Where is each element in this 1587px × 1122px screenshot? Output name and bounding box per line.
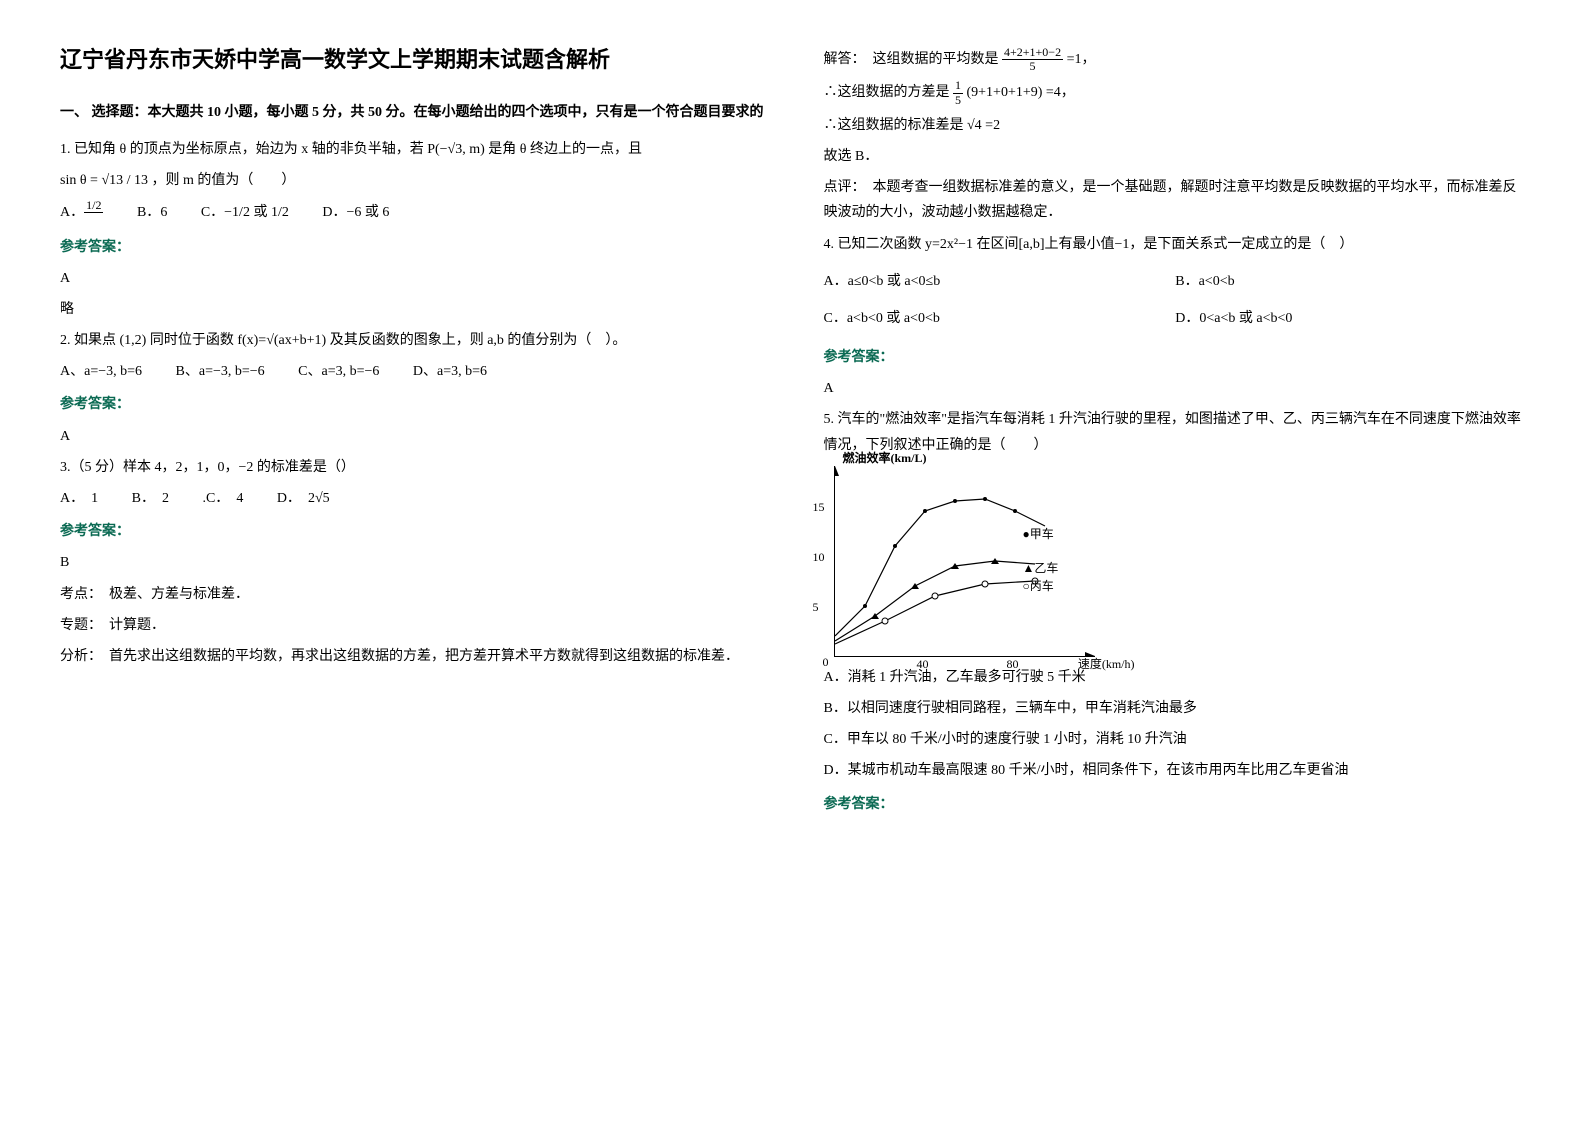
- q2-answer: A: [60, 424, 764, 449]
- q5-opt-a: A．消耗 1 升汽油，乙车最多可行驶 5 千米: [824, 665, 1528, 690]
- q3-jieda-line4: 故选 B．: [824, 144, 1528, 169]
- q1-answer: A: [60, 266, 764, 291]
- fuel-efficiency-chart: 燃油效率(km/L) 速度(km/h) 0 15 10 5 40 80 ●甲车 …: [834, 466, 1095, 657]
- chart-x-title: 速度(km/h): [1078, 654, 1135, 676]
- q3-stem: 3.（5 分）样本 4，2，1，0，−2 的标准差是（）: [60, 455, 764, 480]
- q2-opt-a: A、a=−3, b=6: [60, 359, 142, 384]
- chart-origin: 0: [823, 652, 829, 674]
- ytick-15: 15: [813, 497, 825, 519]
- q3-kaodian: 考点： 极差、方差与标准差．: [60, 582, 764, 607]
- q2-opt-b: B、a=−3, b=−6: [176, 359, 265, 384]
- q2-options: A、a=−3, b=6 B、a=−3, b=−6 C、a=3, b=−6 D、a…: [60, 359, 764, 384]
- ytick-5: 5: [813, 597, 819, 619]
- q3-options: A． 1 B． 2 .C． 4 D． 2√5: [60, 486, 764, 511]
- q3-opt-c: .C． 4: [202, 486, 243, 511]
- q4-answer: A: [824, 376, 1528, 401]
- q3-jieda-line3: ∴这组数据的标准差是 √4 =2: [824, 113, 1528, 138]
- q1-note: 略: [60, 297, 764, 322]
- ytick-10: 10: [813, 547, 825, 569]
- right-column: 解答： 这组数据的平均数是 4+2+1+0−25 =1， ∴这组数据的方差是 1…: [824, 40, 1528, 821]
- q1-opt-a: A．1/2: [60, 199, 103, 226]
- series-jia: [835, 499, 1045, 636]
- xtick-40: 40: [917, 654, 929, 676]
- q3-answer-label: 参考答案：: [60, 519, 764, 544]
- legend-bing: ○丙车: [1023, 576, 1054, 598]
- q5-opt-d: D．某城市机动车最高限速 80 千米/小时，相同条件下，在该市用丙车比用乙车更省…: [824, 758, 1528, 783]
- q4-opt-a: A．a≤0<b 或 a<0≤b: [824, 269, 1176, 294]
- q2-answer-label: 参考答案：: [60, 392, 764, 417]
- q5-opt-c: C．甲车以 80 千米/小时的速度行驶 1 小时，消耗 10 升汽油: [824, 727, 1528, 752]
- page-title: 辽宁省丹东市天娇中学高一数学文上学期期末试题含解析: [60, 40, 764, 80]
- q4-options: A．a≤0<b 或 a<0≤b B．a<0<b C．a<b<0 或 a<0<b …: [824, 263, 1528, 337]
- q5-answer-label: 参考答案：: [824, 792, 1528, 817]
- series-yi: [835, 561, 1035, 641]
- q1-opt-b: B．6: [137, 200, 167, 225]
- q5-opt-b: B．以相同速度行驶相同路程，三辆车中，甲车消耗汽油最多: [824, 696, 1528, 721]
- q1-stem-line1: 1. 已知角 θ 的顶点为坐标原点，始边为 x 轴的非负半轴，若 P(−√3, …: [60, 137, 764, 162]
- q3-opt-b: B． 2: [132, 486, 169, 511]
- q2-opt-c: C、a=3, b=−6: [298, 359, 379, 384]
- q3-dianping: 点评： 本题考查一组数据标准差的意义，是一个基础题，解题时注意平均数是反映数据的…: [824, 175, 1528, 225]
- legend-jia: ●甲车: [1023, 524, 1054, 546]
- q4-answer-label: 参考答案：: [824, 345, 1528, 370]
- q1-options: A．1/2 B．6 C．−1/2 或 1/2 D．−6 或 6: [60, 199, 764, 226]
- q3-answer: B: [60, 550, 764, 575]
- q4-opt-d: D．0<a<b 或 a<b<0: [1175, 306, 1527, 331]
- q3-opt-d: D． 2√5: [277, 486, 330, 511]
- xtick-80: 80: [1007, 654, 1019, 676]
- series-bing: [835, 581, 1035, 644]
- q4-opt-c: C．a<b<0 或 a<0<b: [824, 306, 1176, 331]
- section-1-head: 一、 选择题：本大题共 10 小题，每小题 5 分，共 50 分。在每小题给出的…: [60, 100, 764, 125]
- q3-jieda-line2: ∴这组数据的方差是 15 (9+1+0+1+9) =4，: [824, 79, 1528, 106]
- q3-zhuanti: 专题： 计算题．: [60, 613, 764, 638]
- q3-jieda-line1: 解答： 这组数据的平均数是 4+2+1+0−25 =1，: [824, 46, 1528, 73]
- q2-opt-d: D、a=3, b=6: [413, 359, 487, 384]
- q1-answer-label: 参考答案：: [60, 235, 764, 260]
- q1-opt-c: C．−1/2 或 1/2: [201, 200, 289, 225]
- q4-stem: 4. 已知二次函数 y=2x²−1 在区间[a,b]上有最小值−1，是下面关系式…: [824, 232, 1528, 257]
- q2-stem: 2. 如果点 (1,2) 同时位于函数 f(x)=√(ax+b+1) 及其反函数…: [60, 328, 764, 353]
- q5-stem: 5. 汽车的"燃油效率"是指汽车每消耗 1 升汽油行驶的里程，如图描述了甲、乙、…: [824, 407, 1528, 457]
- q4-opt-b: B．a<0<b: [1175, 269, 1527, 294]
- left-column: 辽宁省丹东市天娇中学高一数学文上学期期末试题含解析 一、 选择题：本大题共 10…: [60, 40, 764, 821]
- q1-stem-line2: sin θ = √13 / 13 ，则 m 的值为（ ）: [60, 168, 764, 193]
- q3-opt-a: A． 1: [60, 486, 98, 511]
- q3-fenxi: 分析： 首先求出这组数据的平均数，再求出这组数据的方差，把方差开算术平方数就得到…: [60, 644, 764, 669]
- q1-opt-d: D．−6 或 6: [322, 200, 389, 225]
